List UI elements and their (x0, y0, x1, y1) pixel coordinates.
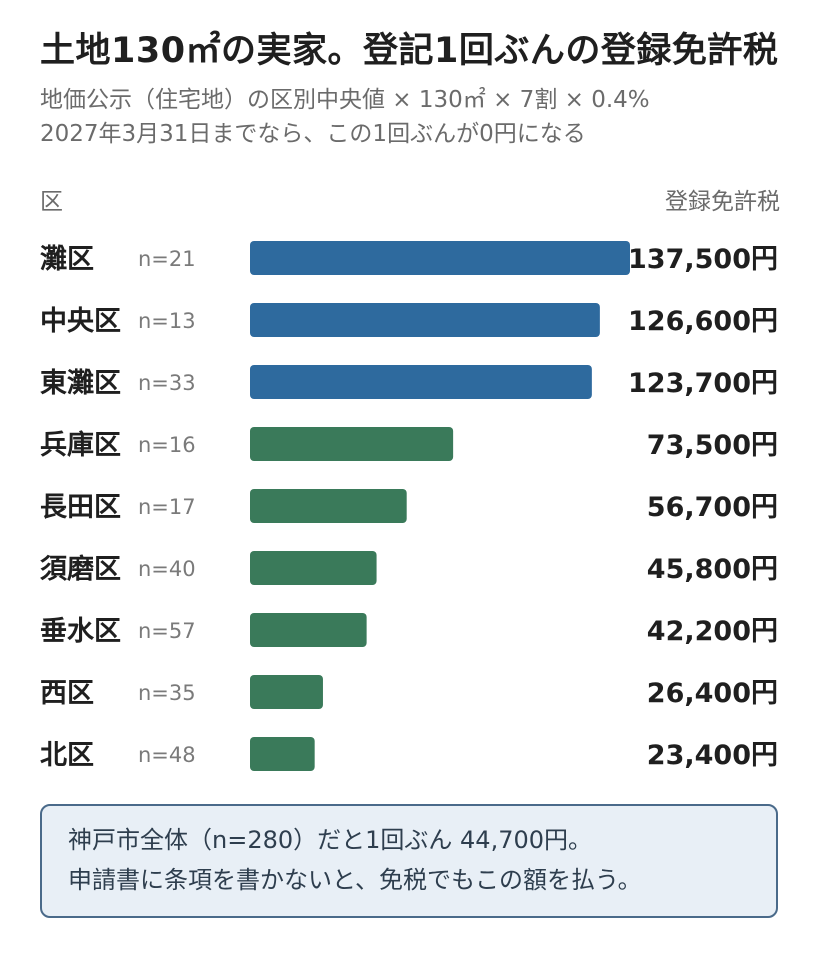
sample-size-label: n=17 (138, 495, 196, 519)
value-label: 23,400円 (647, 740, 778, 771)
category-label: 中央区 (40, 306, 121, 337)
summary-note-box: 神戸市全体（n=280）だと1回ぶん 44,700円。 申請書に条項を書かないと… (40, 804, 778, 918)
sample-size-label: n=40 (138, 557, 196, 581)
bar-row: 東灘区 n=33 123,700円 (40, 365, 778, 399)
chart-subtitle-deadline: 2027年3月31日までなら、この1回ぶんが0円になる (40, 121, 586, 147)
sample-size-label: n=13 (138, 309, 196, 333)
value-label: 126,600円 (628, 306, 778, 337)
note-line-total: 神戸市全体（n=280）だと1回ぶん 44,700円。 (68, 826, 593, 854)
value-label: 56,700円 (647, 492, 778, 523)
chart-title: 土地130㎡の実家。登記1回ぶんの登録免許税 (40, 31, 779, 71)
sample-size-label: n=21 (138, 247, 196, 271)
bar-row: 長田区 n=17 56,700円 (40, 489, 778, 523)
sample-size-label: n=35 (138, 681, 196, 705)
value-label: 73,500円 (647, 430, 778, 461)
sample-size-label: n=57 (138, 619, 196, 643)
bar-row: 北区 n=48 23,400円 (40, 737, 778, 771)
bar-row: 西区 n=35 26,400円 (40, 675, 778, 709)
value-label: 26,400円 (647, 678, 778, 709)
sample-size-label: n=33 (138, 371, 196, 395)
value-label: 45,800円 (647, 554, 778, 585)
bar (250, 737, 315, 771)
value-label: 123,700円 (628, 368, 778, 399)
bar (250, 489, 407, 523)
chart-subtitle-formula: 地価公示（住宅地）の区別中央値 × 130㎡ × 7割 × 0.4% (40, 87, 650, 113)
value-label: 137,500円 (628, 244, 778, 275)
category-label: 兵庫区 (40, 430, 121, 461)
category-label: 西区 (40, 678, 94, 709)
value-label: 42,200円 (647, 616, 778, 647)
bar (250, 427, 454, 461)
note-line-warning: 申請書に条項を書かないと、免税でもこの額を払う。 (68, 866, 642, 894)
bar-row: 須磨区 n=40 45,800円 (40, 551, 778, 585)
bar-row: 灘区 n=21 137,500円 (40, 241, 778, 275)
sample-size-label: n=48 (138, 743, 196, 767)
bar (250, 241, 630, 275)
bar (250, 303, 600, 337)
category-label: 北区 (40, 740, 94, 771)
category-label: 灘区 (40, 244, 94, 275)
category-label: 垂水区 (40, 616, 121, 647)
sample-size-label: n=16 (138, 433, 196, 457)
category-label: 長田区 (40, 492, 121, 523)
bar (250, 365, 592, 399)
bar (250, 675, 323, 709)
bar-row: 兵庫区 n=16 73,500円 (40, 427, 778, 461)
category-column-header: 区 (40, 189, 63, 215)
bar-row: 垂水区 n=57 42,200円 (40, 613, 778, 647)
bar (250, 613, 367, 647)
category-label: 東灘区 (40, 368, 121, 399)
value-column-header: 登録免許税 (665, 189, 780, 215)
bar-row: 中央区 n=13 126,600円 (40, 303, 778, 337)
bar (250, 551, 377, 585)
category-label: 須磨区 (40, 554, 121, 585)
